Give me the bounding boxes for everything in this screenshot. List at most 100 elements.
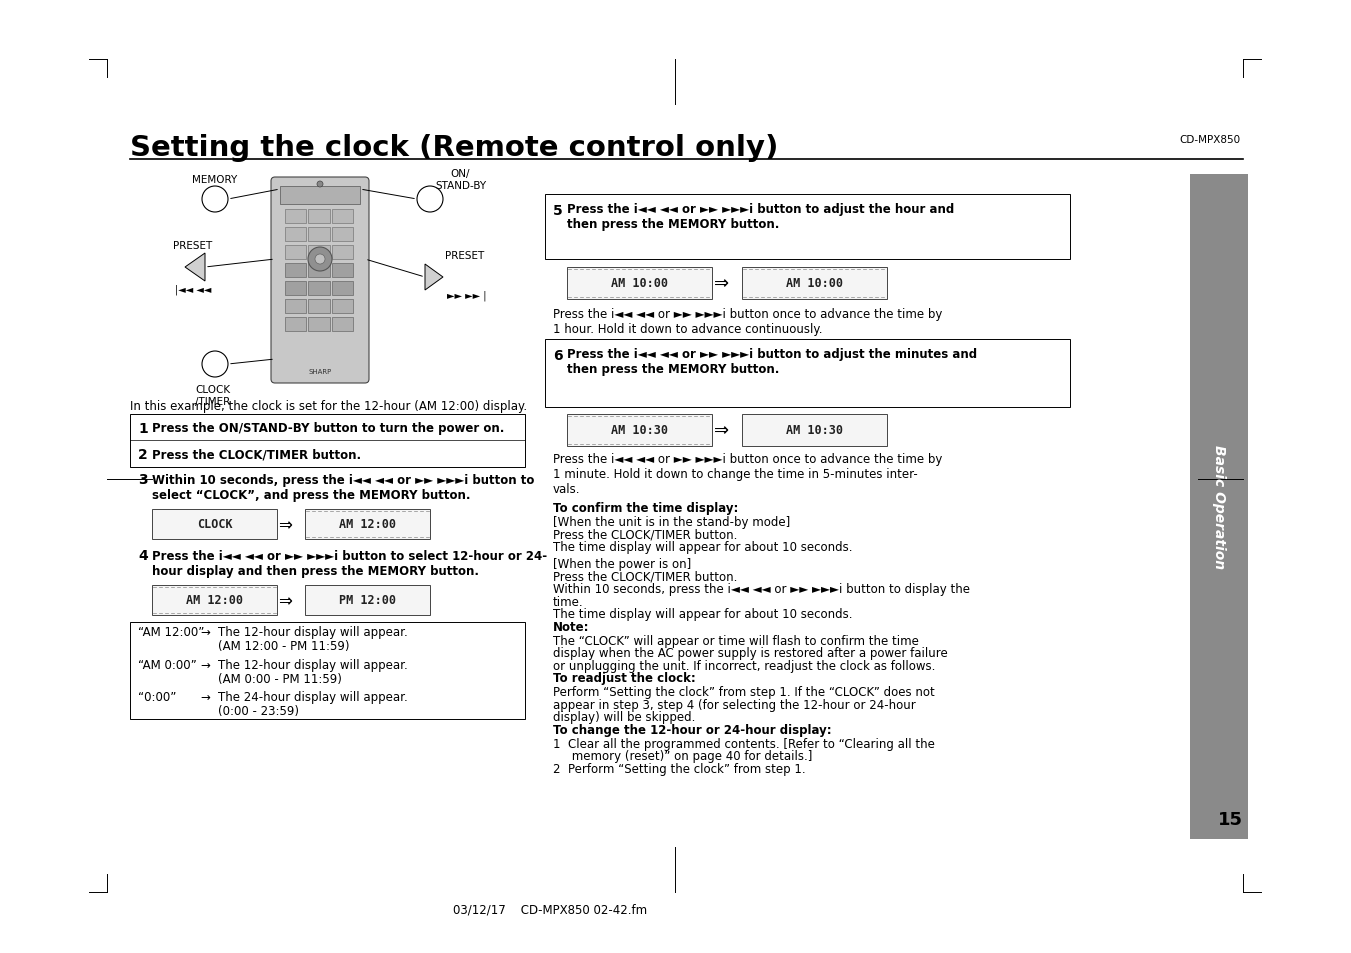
Text: 3: 3 — [138, 473, 147, 486]
Bar — [567, 268, 712, 299]
Text: To confirm the time display:: To confirm the time display: — [553, 501, 739, 515]
Bar — [331, 264, 353, 277]
Text: Press the ON/STAND-BY button to turn the power on.: Press the ON/STAND-BY button to turn the… — [153, 422, 504, 435]
Text: SHARP: SHARP — [308, 369, 331, 375]
Text: Perform “Setting the clock” from step 1. If the “CLOCK” does not: Perform “Setting the clock” from step 1.… — [553, 686, 935, 699]
Bar — [1190, 174, 1248, 840]
Bar — [285, 282, 307, 295]
Bar — [331, 210, 353, 224]
Bar — [308, 282, 330, 295]
Text: 1: 1 — [138, 421, 147, 436]
Bar — [130, 622, 526, 720]
Text: ⇒: ⇒ — [278, 592, 292, 609]
Text: |◄◄ ◄◄: |◄◄ ◄◄ — [174, 284, 211, 294]
Text: AM 10:30: AM 10:30 — [611, 424, 667, 437]
Bar — [153, 510, 277, 539]
Text: Basic Operation: Basic Operation — [1212, 445, 1225, 569]
Text: CLOCK: CLOCK — [197, 518, 232, 531]
Circle shape — [203, 352, 228, 377]
Text: The 12-hour display will appear.: The 12-hour display will appear. — [218, 658, 408, 671]
Text: Press the i◄◄ ◄◄ or ►► ►►►i button once to advance the time by
1 minute. Hold it: Press the i◄◄ ◄◄ or ►► ►►►i button once … — [553, 453, 943, 496]
Text: “AM 12:00”: “AM 12:00” — [138, 625, 204, 639]
Text: Press the i◄◄ ◄◄ or ►► ►►►i button to adjust the hour and
then press the MEMORY : Press the i◄◄ ◄◄ or ►► ►►►i button to ad… — [567, 203, 954, 231]
Text: PM 12:00: PM 12:00 — [339, 594, 396, 607]
Text: In this example, the clock is set for the 12-hour (AM 12:00) display.: In this example, the clock is set for th… — [130, 399, 527, 413]
Text: The time display will appear for about 10 seconds.: The time display will appear for about 1… — [553, 540, 852, 554]
Text: (AM 12:00 - PM 11:59): (AM 12:00 - PM 11:59) — [218, 639, 350, 653]
Text: ⇒: ⇒ — [715, 421, 730, 439]
Text: The time display will appear for about 10 seconds.: The time display will appear for about 1… — [553, 608, 852, 620]
Text: time.: time. — [553, 596, 584, 608]
Text: Press the i◄◄ ◄◄ or ►► ►►►i button to adjust the minutes and
then press the MEMO: Press the i◄◄ ◄◄ or ►► ►►►i button to ad… — [567, 348, 977, 375]
Text: AM 12:00: AM 12:00 — [339, 518, 396, 531]
Text: 03/12/17    CD-MPX850 02-42.fm: 03/12/17 CD-MPX850 02-42.fm — [453, 902, 647, 916]
Text: →: → — [200, 690, 209, 703]
Text: Setting the clock (Remote control only): Setting the clock (Remote control only) — [130, 133, 778, 162]
Circle shape — [308, 248, 332, 272]
Bar — [544, 339, 1070, 408]
Text: AM 12:00: AM 12:00 — [186, 594, 243, 607]
Text: MEMORY: MEMORY — [192, 174, 238, 185]
Bar — [280, 187, 359, 205]
Text: ⇒: ⇒ — [715, 274, 730, 293]
Text: ⇒: ⇒ — [278, 516, 292, 534]
Text: Press the CLOCK/TIMER button.: Press the CLOCK/TIMER button. — [553, 571, 738, 583]
Text: 2: 2 — [138, 448, 147, 461]
Circle shape — [315, 254, 326, 265]
Text: Press the i◄◄ ◄◄ or ►► ►►►i button once to advance the time by
1 hour. Hold it d: Press the i◄◄ ◄◄ or ►► ►►►i button once … — [553, 308, 943, 335]
Text: Within 10 seconds, press the i◄◄ ◄◄ or ►► ►►►i button to display the: Within 10 seconds, press the i◄◄ ◄◄ or ►… — [553, 583, 970, 596]
Text: Press the CLOCK/TIMER button.: Press the CLOCK/TIMER button. — [153, 448, 361, 461]
Polygon shape — [426, 265, 443, 291]
Bar — [285, 210, 307, 224]
Text: The 12-hour display will appear.: The 12-hour display will appear. — [218, 625, 408, 639]
Text: 5: 5 — [553, 204, 563, 218]
Text: memory (reset)” on page 40 for details.]: memory (reset)” on page 40 for details.] — [553, 750, 812, 762]
Text: Press the CLOCK/TIMER button.: Press the CLOCK/TIMER button. — [553, 528, 738, 541]
Bar — [285, 228, 307, 242]
Text: To change the 12-hour or 24-hour display:: To change the 12-hour or 24-hour display… — [553, 723, 832, 737]
Bar — [285, 317, 307, 332]
Bar — [308, 264, 330, 277]
Bar — [331, 246, 353, 260]
Text: The 24-hour display will appear.: The 24-hour display will appear. — [218, 690, 408, 703]
Bar — [308, 246, 330, 260]
Text: The “CLOCK” will appear or time will flash to confirm the time: The “CLOCK” will appear or time will fla… — [553, 635, 919, 647]
Text: “0:00”: “0:00” — [138, 690, 177, 703]
Text: AM 10:30: AM 10:30 — [786, 424, 843, 437]
Text: 15: 15 — [1219, 810, 1243, 828]
Bar — [305, 585, 430, 616]
Bar — [567, 415, 712, 447]
Bar — [285, 264, 307, 277]
Text: 4: 4 — [138, 548, 147, 562]
Bar — [331, 299, 353, 314]
Text: →: → — [200, 658, 209, 671]
Text: →: → — [200, 625, 209, 639]
Text: (AM 0:00 - PM 11:59): (AM 0:00 - PM 11:59) — [218, 672, 342, 685]
Circle shape — [417, 187, 443, 213]
Bar — [285, 246, 307, 260]
Text: (0:00 - 23:59): (0:00 - 23:59) — [218, 704, 299, 717]
Text: 2  Perform “Setting the clock” from step 1.: 2 Perform “Setting the clock” from step … — [553, 762, 805, 775]
Text: display when the AC power supply is restored after a power failure: display when the AC power supply is rest… — [553, 647, 948, 659]
Text: 6: 6 — [553, 349, 562, 363]
Text: or unplugging the unit. If incorrect, readjust the clock as follows.: or unplugging the unit. If incorrect, re… — [553, 659, 935, 672]
Text: CLOCK
/TIMER: CLOCK /TIMER — [196, 385, 231, 406]
FancyBboxPatch shape — [272, 178, 369, 384]
Text: AM 10:00: AM 10:00 — [786, 277, 843, 291]
Text: ON/
STAND-BY: ON/ STAND-BY — [435, 169, 486, 191]
Bar — [331, 282, 353, 295]
Text: ►► ►► |: ►► ►► | — [447, 291, 486, 301]
Text: AM 10:00: AM 10:00 — [611, 277, 667, 291]
Polygon shape — [185, 253, 205, 282]
Bar — [285, 299, 307, 314]
Circle shape — [203, 187, 228, 213]
Bar — [544, 194, 1070, 260]
Text: Note:: Note: — [553, 620, 589, 634]
Bar — [130, 415, 526, 468]
Text: To readjust the clock:: To readjust the clock: — [553, 672, 696, 685]
Bar — [308, 299, 330, 314]
Bar — [742, 268, 888, 299]
Text: 1  Clear all the programmed contents. [Refer to “Clearing all the: 1 Clear all the programmed contents. [Re… — [553, 738, 935, 750]
Text: PRESET: PRESET — [173, 241, 212, 251]
Bar — [742, 415, 888, 447]
